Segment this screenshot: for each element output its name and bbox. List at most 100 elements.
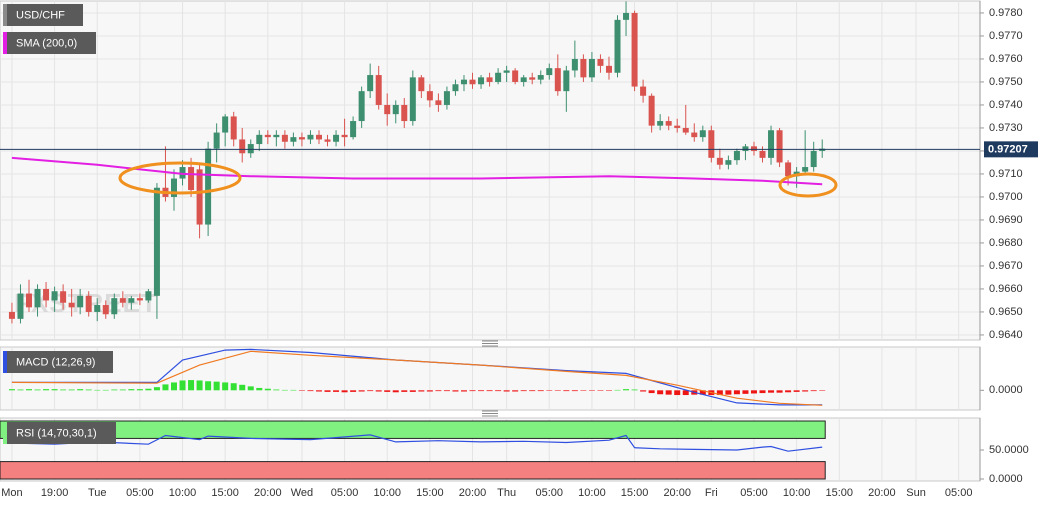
histogram-bar [384, 390, 391, 392]
x-tick-label: Thu [497, 487, 516, 499]
candle-body [631, 12, 638, 87]
histogram-bar [34, 389, 41, 391]
candle-body [350, 121, 357, 138]
candle-body [8, 311, 15, 319]
histogram-bar [68, 389, 75, 391]
legend-label: RSI (14,70,30,1) [16, 427, 97, 439]
candle-body [409, 77, 416, 122]
histogram-bar [341, 390, 348, 393]
candle-body [682, 127, 689, 133]
y-tick-label: 0.9710 [989, 168, 1023, 180]
legend-swatch [3, 351, 7, 373]
legend-label: SMA (200,0) [16, 37, 77, 49]
legend: USD/CHF SMA (200,0) MACD (12,26,9) RSI (14,… [3, 4, 116, 444]
candle-body [333, 134, 340, 142]
candle-body [119, 298, 126, 303]
histogram-bar [716, 390, 723, 396]
histogram-bar [43, 389, 50, 391]
histogram-bar [179, 380, 186, 391]
candle-body [34, 288, 41, 308]
histogram-bar [452, 390, 459, 392]
x-tick-label: 05:00 [536, 487, 564, 499]
y-tick-label: 0.9690 [989, 214, 1023, 226]
candle-body [520, 77, 527, 82]
plot-area [0, 346, 981, 411]
y-tick-label: 50.0000 [989, 444, 1029, 456]
candle-body [145, 291, 152, 301]
candle-body [213, 132, 220, 149]
candle-body [529, 77, 536, 80]
candle-body [648, 95, 655, 126]
candle-body [469, 79, 476, 85]
candle-body [478, 77, 485, 85]
candle-body [170, 178, 177, 197]
panel-handle [482, 340, 498, 417]
candle-body [640, 86, 647, 96]
y-tick-label: 0.9650 [989, 306, 1023, 318]
x-tick-label: Tue [88, 487, 107, 499]
candle-body [358, 91, 365, 122]
histogram-bar [469, 390, 476, 392]
histogram-bar [588, 390, 595, 391]
x-tick-label: 15:00 [621, 487, 649, 499]
legend-box [3, 4, 83, 26]
legend-swatch [3, 4, 7, 26]
candle-body [60, 291, 67, 303]
histogram-bar [102, 389, 109, 391]
x-tick-label: 15:00 [826, 487, 854, 499]
x-tick-label: 10:00 [578, 487, 606, 499]
histogram-bar [111, 389, 118, 391]
histogram-bar [554, 390, 561, 391]
candle-body [554, 68, 561, 92]
sma-line [11, 156, 823, 186]
y-tick-label: 0.9740 [989, 99, 1023, 111]
histogram-bar [418, 390, 425, 392]
candle-body [768, 130, 775, 158]
histogram-bar [810, 390, 817, 392]
histogram-bar [367, 390, 374, 392]
candle-body [563, 70, 570, 92]
histogram-bar [657, 390, 664, 395]
candle-body [128, 298, 135, 303]
histogram-bar [392, 390, 399, 393]
histogram-bar [802, 390, 809, 392]
candle-body [239, 139, 246, 154]
candle-body [750, 146, 757, 151]
histogram-bar [273, 389, 280, 391]
x-tick-label: 05:00 [945, 487, 973, 499]
histogram-bar [205, 381, 212, 391]
histogram-bar [733, 390, 740, 395]
candle-body [94, 305, 101, 312]
histogram-bar [435, 390, 442, 392]
histogram-bar [580, 390, 587, 391]
candle-body [486, 77, 493, 82]
candle-body [102, 305, 109, 315]
histogram-bar [776, 390, 783, 393]
histogram-bar [546, 390, 553, 391]
histogram-bar [674, 390, 681, 396]
candle-body [273, 134, 280, 138]
candle-body [546, 68, 553, 76]
histogram-bar [614, 389, 621, 391]
y-tick-label: 0.0000 [989, 384, 1023, 396]
histogram-bar [307, 390, 314, 392]
histogram-bar [239, 384, 246, 391]
y-tick-label: 0.0000 [989, 473, 1023, 485]
histogram-bar [51, 389, 58, 391]
histogram-bar [264, 388, 271, 391]
histogram-bar [785, 390, 792, 393]
histogram-bar [170, 382, 177, 391]
candle-body [307, 134, 314, 140]
candle-body [571, 58, 578, 71]
candle-body [460, 79, 467, 85]
candle-body [367, 75, 374, 92]
candle-body [785, 162, 792, 177]
y-tick-label: 0.9670 [989, 260, 1023, 272]
histogram-bar [77, 389, 84, 391]
last-price-label: 0.97207 [988, 144, 1028, 156]
candle-body [716, 157, 723, 165]
y-tick-label: 0.9770 [989, 30, 1023, 42]
candle-body [699, 130, 706, 138]
candle-body [657, 121, 664, 126]
y-tick-label: 0.9750 [989, 76, 1023, 88]
